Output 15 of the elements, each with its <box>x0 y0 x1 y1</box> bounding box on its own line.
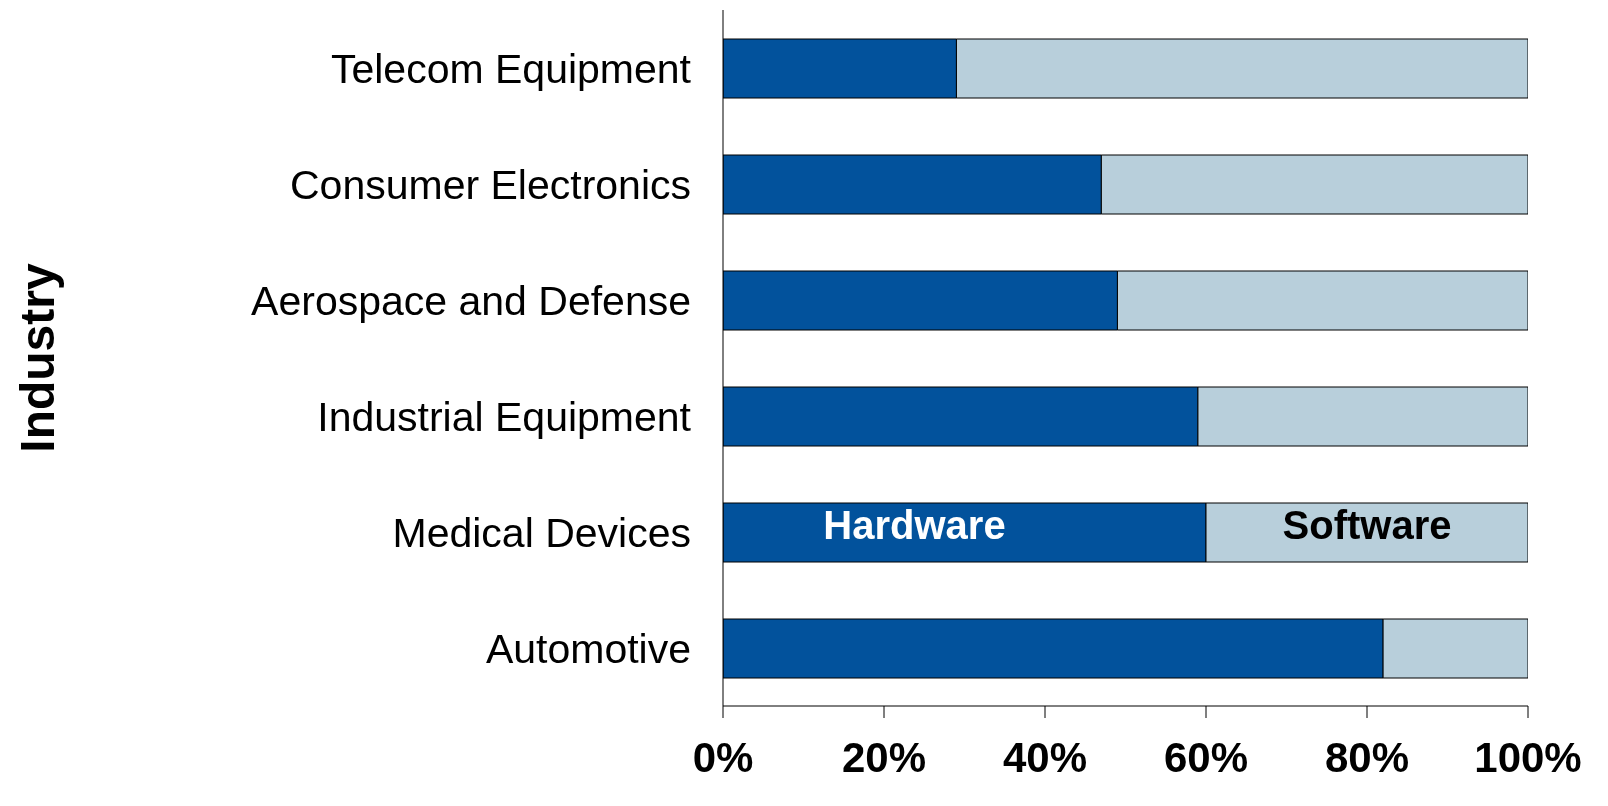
y-tick-label: Automotive <box>485 625 691 672</box>
x-tick-label: 100% <box>1474 733 1582 781</box>
y-axis-title: Industry <box>11 263 65 453</box>
x-tick-label: 20% <box>841 733 927 781</box>
y-tick-label: Industrial Equipment <box>317 393 692 440</box>
y-tick-label: Medical Devices <box>392 509 691 556</box>
x-tick-label: 0% <box>692 733 754 781</box>
y-tick-label: Consumer Electronics <box>289 161 691 208</box>
x-tick-label: 40% <box>1002 733 1088 781</box>
series-label: Software <box>1282 503 1452 548</box>
x-tick-label: 80% <box>1324 733 1410 781</box>
x-tick-label: 60% <box>1163 733 1249 781</box>
y-tick-label: Aerospace and Defense <box>251 277 691 324</box>
series-label: Hardware <box>823 503 1006 548</box>
y-tick-label: Telecom Equipment <box>330 45 692 92</box>
